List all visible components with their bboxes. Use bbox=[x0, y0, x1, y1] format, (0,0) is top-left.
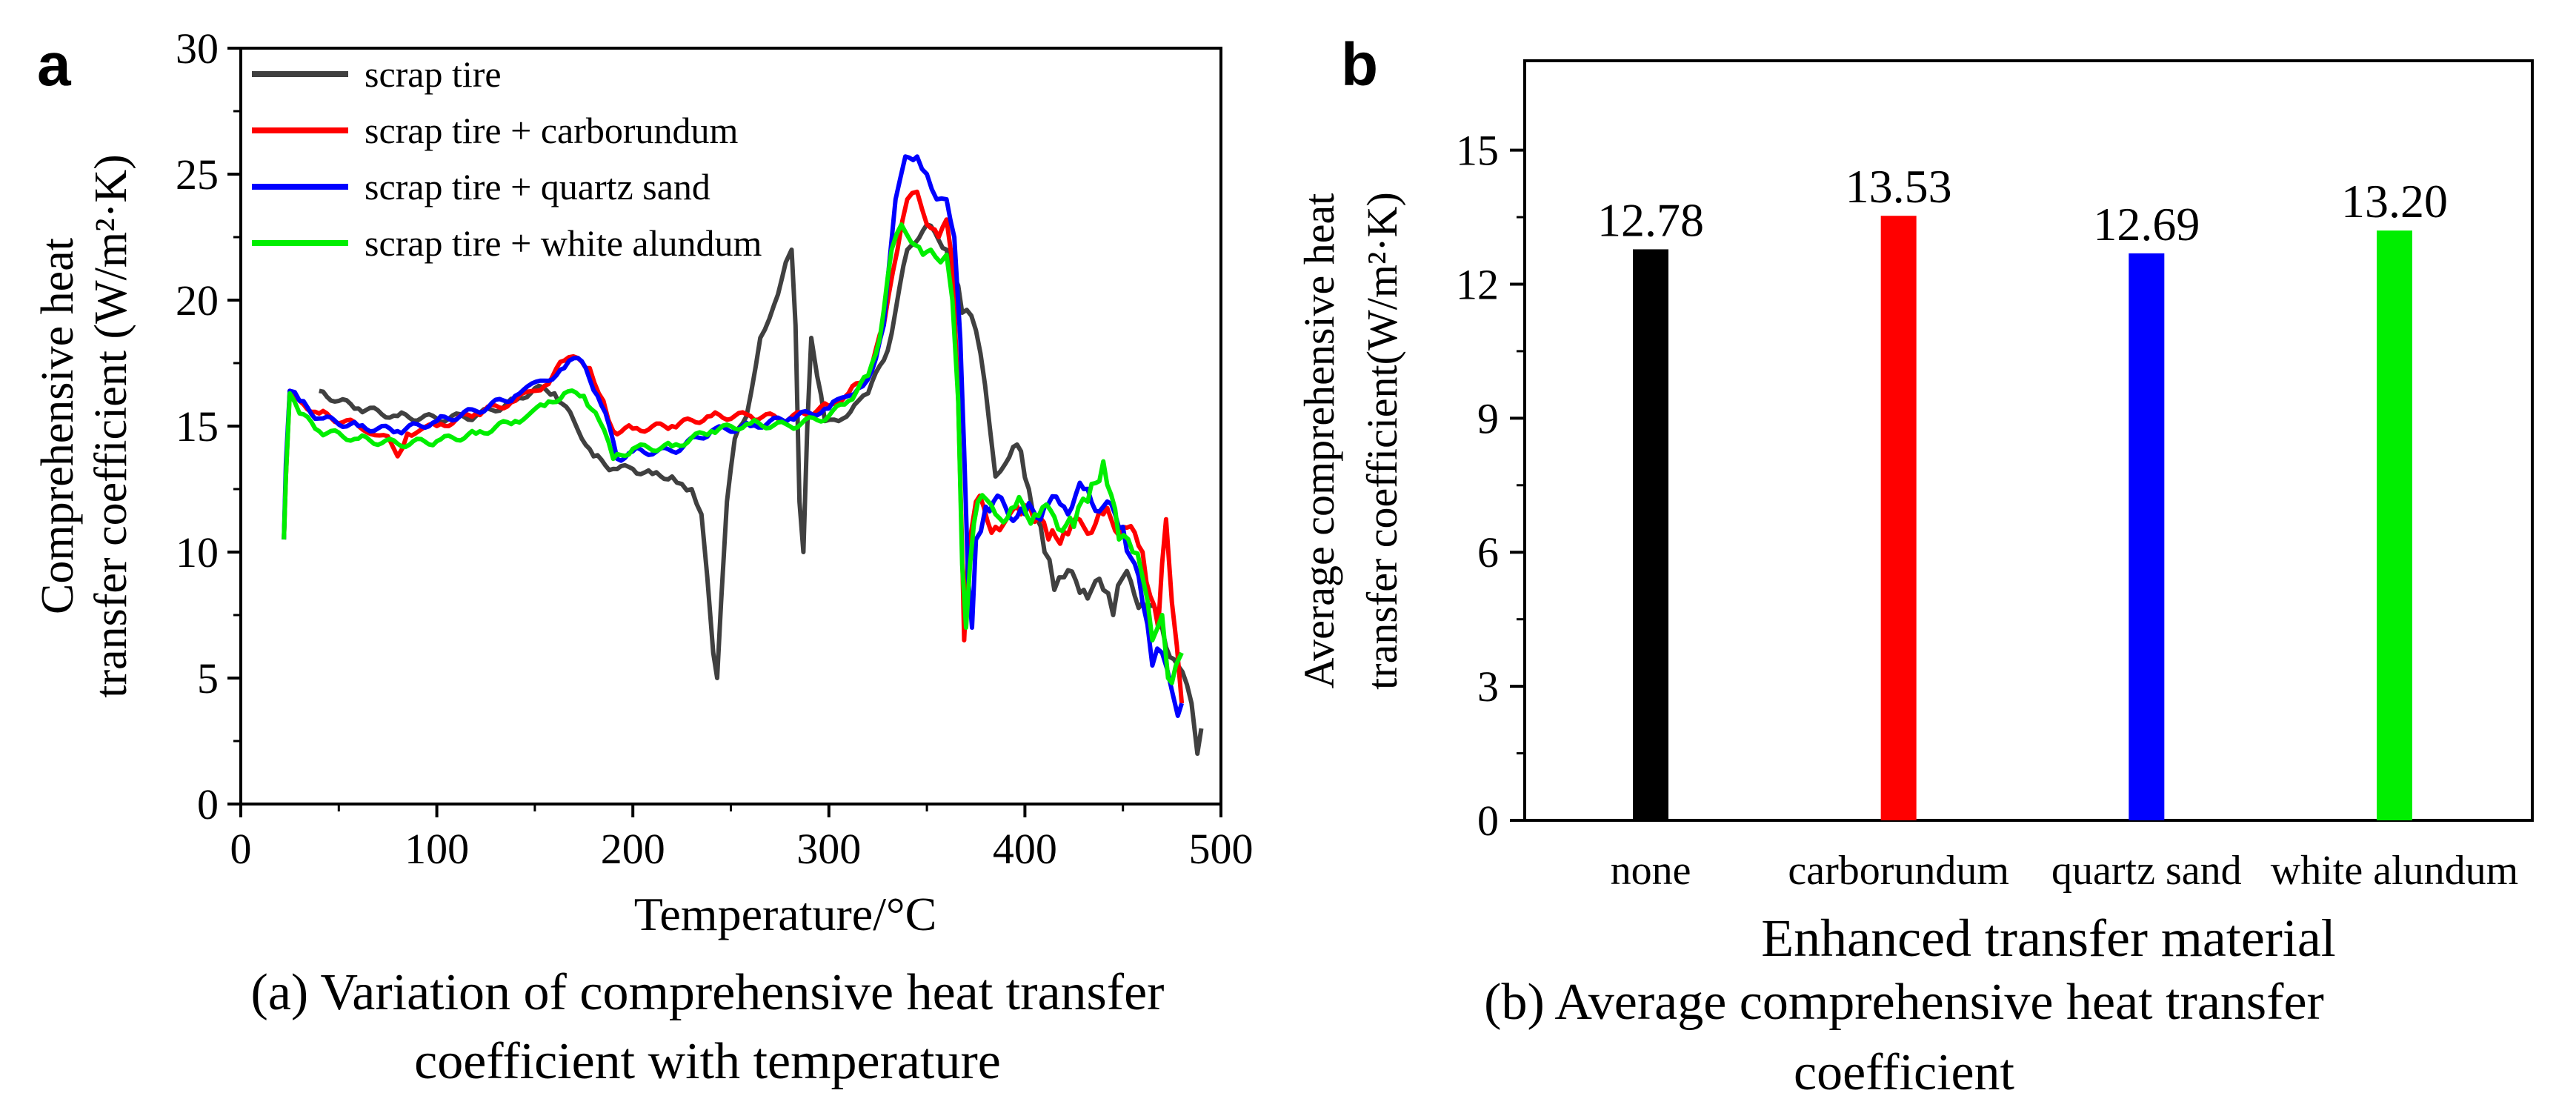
panel-a-series-group bbox=[282, 154, 1204, 756]
bar-value-label-1: 13.53 bbox=[1846, 160, 1952, 213]
bar-0 bbox=[1633, 249, 1668, 820]
panel-b-xlabel: Enhanced transfer material bbox=[1761, 909, 2336, 968]
series-line-1 bbox=[282, 189, 1185, 704]
panel-a-y-tick-label: 10 bbox=[176, 528, 219, 577]
bar-2 bbox=[2129, 253, 2165, 820]
category-label-2: quartz sand bbox=[2051, 848, 2242, 894]
panel-a-x-tick-label: 400 bbox=[993, 825, 1057, 873]
bar-value-label-0: 12.78 bbox=[1597, 193, 1704, 246]
panel-b-bars: 12.78 none 13.53 carborundum 12.69 quartz san… bbox=[1597, 160, 2518, 894]
panel-b-y-tick-label: 15 bbox=[1456, 127, 1499, 175]
legend-label-2: scrap tire + quartz sand bbox=[365, 166, 710, 207]
category-label-0: none bbox=[1611, 848, 1691, 894]
panel-b-y-tick-label: 12 bbox=[1456, 260, 1499, 308]
bar-value-label-3: 13.20 bbox=[2341, 175, 2448, 227]
panel-a-y-tick-label: 25 bbox=[176, 150, 219, 199]
panel-b-label: b bbox=[1341, 31, 1378, 99]
panel-a-xlabel: Temperature/°C bbox=[634, 888, 937, 940]
panel-a-x-tick-label: 300 bbox=[796, 825, 861, 873]
series-line-3 bbox=[282, 222, 1184, 685]
panel-a: a 0 100 200 300 400 500 0 5 10 15 20 25 30 scrap tir… bbox=[33, 24, 1254, 1090]
panel-b-ylabel-line2: transfer coefficient(W/m²·K) bbox=[1358, 192, 1406, 690]
panel-a-label: a bbox=[37, 31, 72, 99]
panel-a-x-tick-label: 500 bbox=[1189, 825, 1254, 873]
panel-b-plot-frame bbox=[1523, 59, 2534, 822]
panel-a-x-tick-label: 100 bbox=[405, 825, 469, 873]
panel-b: b 0 3 6 9 12 15 12.78 none 13.53 carborundum 12.6… bbox=[1295, 31, 2534, 1101]
legend-label-0: scrap tire bbox=[365, 53, 502, 95]
panel-a-y-tick-label: 0 bbox=[197, 780, 219, 828]
legend-label-1: scrap tire + carborundum bbox=[365, 110, 739, 151]
panel-a-y-tick-label: 20 bbox=[176, 276, 219, 325]
bar-3 bbox=[2377, 230, 2412, 820]
panel-b-y-tick-label: 0 bbox=[1477, 797, 1499, 845]
panel-b-ylabel-line1: Average comprehensive heat bbox=[1295, 193, 1343, 689]
panel-b-y-tick-label: 3 bbox=[1477, 662, 1499, 711]
legend-label-3: scrap tire + white alundum bbox=[365, 222, 762, 264]
panel-b-y-tick-label: 9 bbox=[1477, 394, 1499, 442]
panel-a-x-tick-label: 0 bbox=[230, 825, 252, 873]
panel-b-axis-ticks: 0 3 6 9 12 15 bbox=[1456, 127, 1525, 845]
panel-a-y-tick-label: 30 bbox=[176, 24, 219, 73]
panel-b-y-tick-label: 6 bbox=[1477, 528, 1499, 577]
panel-a-legend: scrap tire scrap tire + carborundum scrap … bbox=[252, 53, 762, 264]
panel-a-ylabel-line2: transfer coefficient (W/m²·K) bbox=[86, 154, 136, 698]
panel-a-caption-line2: coefficient with temperature bbox=[414, 1033, 1001, 1090]
panel-a-y-tick-label: 15 bbox=[176, 402, 219, 451]
panel-b-caption-line1: (b) Average comprehensive heat transfer bbox=[1484, 974, 2324, 1031]
panel-a-ylabel-line1: Comprehensive heat bbox=[33, 238, 83, 614]
bar-1 bbox=[1880, 216, 1917, 820]
panel-a-axis-ticks: 0 100 200 300 400 500 0 5 10 15 20 25 30 bbox=[176, 24, 1254, 873]
panel-a-x-tick-label: 200 bbox=[601, 825, 665, 873]
panel-b-caption-line2: coefficient bbox=[1794, 1044, 2015, 1101]
series-line-0 bbox=[319, 222, 1204, 756]
category-label-1: carborundum bbox=[1788, 848, 2009, 894]
panel-a-caption-line1: (a) Variation of comprehensive heat tran… bbox=[251, 964, 1165, 1021]
bar-value-label-2: 12.69 bbox=[2093, 198, 2200, 250]
panel-a-y-tick-label: 5 bbox=[197, 654, 219, 703]
category-label-3: white alundum bbox=[2271, 848, 2518, 894]
